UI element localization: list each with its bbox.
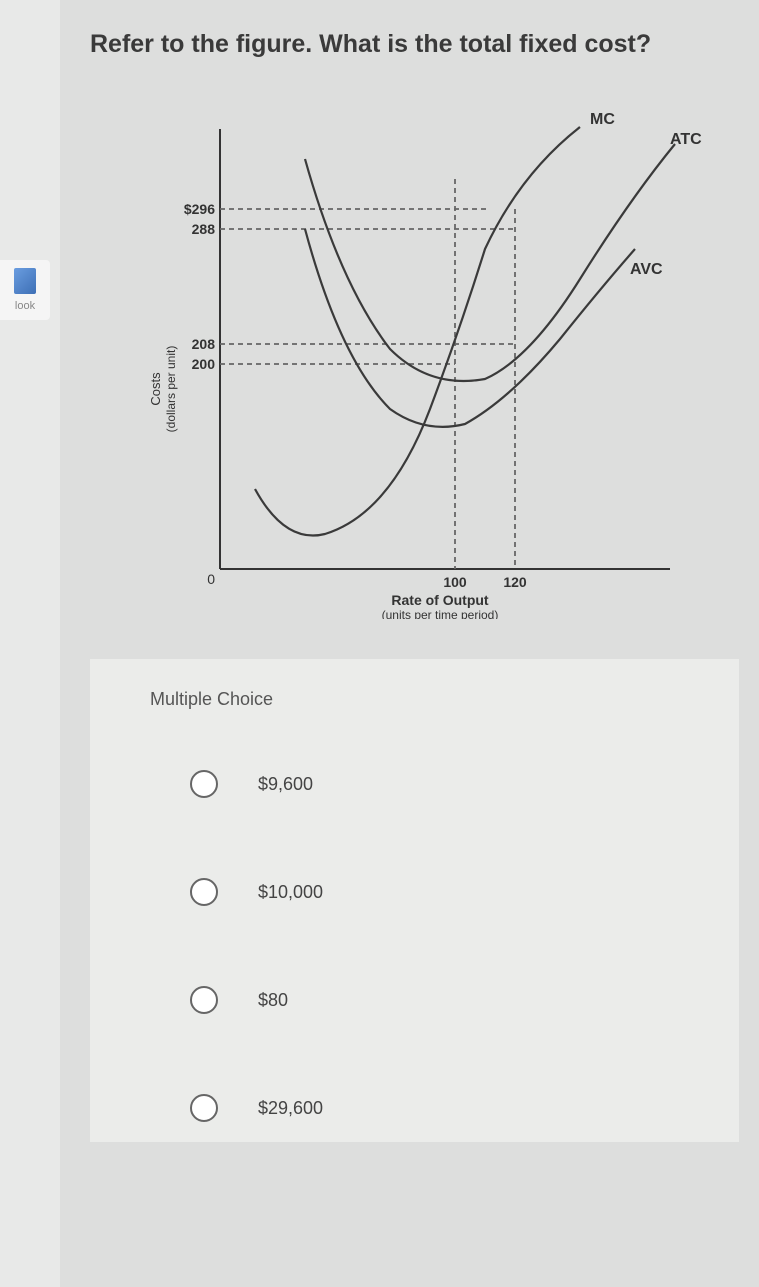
mc-curve bbox=[255, 127, 580, 536]
question-title: Refer to the figure. What is the total f… bbox=[90, 30, 739, 59]
ytick-200: 200 bbox=[192, 356, 216, 372]
mc-label: MC bbox=[590, 111, 615, 128]
xtick-100: 100 bbox=[443, 574, 467, 590]
mc-option-2[interactable]: $10,000 bbox=[190, 878, 699, 906]
sidebar-item-label: look bbox=[15, 300, 35, 312]
xtick-120: 120 bbox=[503, 574, 527, 590]
mc-option-3[interactable]: $80 bbox=[190, 986, 699, 1014]
mc-option-label: $10,000 bbox=[258, 882, 323, 903]
left-sidebar: look bbox=[0, 0, 60, 1287]
atc-curve bbox=[305, 144, 675, 381]
cost-curves-chart: Costs (dollars per unit) $296 288 208 20… bbox=[90, 89, 710, 619]
y-axis-sublabel: (dollars per unit) bbox=[164, 346, 178, 433]
main-content: Refer to the figure. What is the total f… bbox=[60, 0, 759, 1162]
y-axis-label: Costs bbox=[148, 372, 163, 406]
mc-heading: Multiple Choice bbox=[150, 689, 699, 710]
radio-icon[interactable] bbox=[190, 1094, 218, 1122]
mc-option-1[interactable]: $9,600 bbox=[190, 770, 699, 798]
avc-label: AVC bbox=[630, 261, 663, 278]
book-icon bbox=[14, 268, 36, 294]
mc-option-label: $80 bbox=[258, 990, 288, 1011]
radio-icon[interactable] bbox=[190, 770, 218, 798]
ytick-208: 208 bbox=[192, 336, 216, 352]
sidebar-item-look[interactable]: look bbox=[0, 260, 50, 320]
x-axis-label: Rate of Output bbox=[391, 592, 489, 608]
radio-icon[interactable] bbox=[190, 878, 218, 906]
mc-option-4[interactable]: $29,600 bbox=[190, 1094, 699, 1122]
ytick-288: 288 bbox=[192, 221, 216, 237]
multiple-choice-section: Multiple Choice $9,600 $10,000 $80 $29,6… bbox=[90, 659, 739, 1142]
radio-icon[interactable] bbox=[190, 986, 218, 1014]
ytick-296: $296 bbox=[184, 201, 215, 217]
origin-label: 0 bbox=[207, 571, 215, 587]
avc-curve bbox=[305, 229, 635, 427]
x-axis-sublabel: (units per time period) bbox=[382, 608, 499, 619]
atc-label: ATC bbox=[670, 131, 702, 148]
mc-option-label: $29,600 bbox=[258, 1098, 323, 1119]
mc-option-label: $9,600 bbox=[258, 774, 313, 795]
